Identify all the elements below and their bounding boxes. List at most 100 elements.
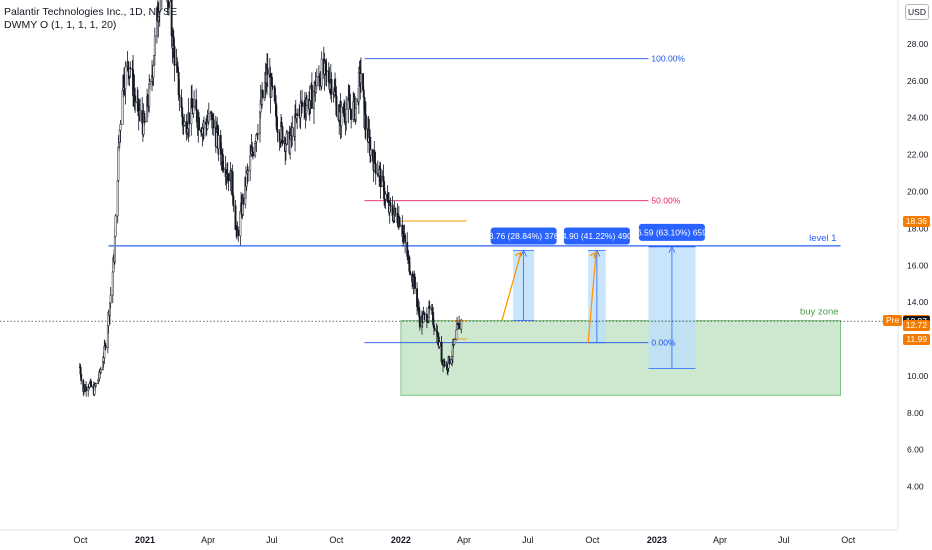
candle-body — [119, 124, 122, 131]
candle-body — [144, 121, 146, 123]
candle-body — [158, 0, 161, 13]
candle-body — [414, 276, 416, 289]
candle-body — [212, 119, 215, 128]
y-tick-label: 26.00 — [907, 76, 929, 86]
candle-body — [320, 58, 323, 87]
y-tick-label: 18.00 — [907, 223, 929, 233]
price-tag: 11.99 — [903, 333, 930, 345]
candle-body — [291, 127, 294, 137]
candle-body — [306, 98, 308, 106]
candle-body — [111, 271, 114, 296]
candle-body — [443, 360, 446, 366]
candle-body — [232, 195, 235, 207]
candle-body — [416, 288, 419, 307]
y-tick-label: 6.00 — [907, 445, 924, 455]
candle-body — [448, 356, 451, 365]
buy-zone — [400, 320, 841, 396]
candle-body — [148, 81, 151, 85]
projection-badge — [563, 227, 630, 245]
fib-0-label: 0.00% — [651, 338, 676, 348]
candle-body — [124, 66, 127, 89]
candle-body — [116, 180, 119, 217]
candle-body — [129, 67, 132, 69]
trend-arrow-head — [514, 251, 523, 259]
y-tick-label: 8.00 — [907, 408, 924, 418]
candle-body — [231, 171, 234, 197]
x-tick-label: Apr — [201, 535, 215, 545]
candle-body — [168, 0, 171, 3]
buy-zone-label: buy zone — [800, 307, 839, 318]
candle-body — [374, 151, 376, 165]
candle-body — [460, 319, 463, 330]
trend-arrow-head — [589, 251, 598, 259]
candle-body — [222, 167, 225, 170]
candle-body — [249, 155, 252, 171]
candle-body — [134, 95, 137, 102]
levels-layer: 100.00% 50.00% 0.00% level 1 — [108, 54, 841, 348]
candle-body — [340, 106, 343, 127]
candle-body — [455, 329, 458, 340]
candle-body — [301, 102, 304, 107]
candle-body — [330, 79, 333, 94]
candle-body — [80, 373, 83, 381]
candle-body — [418, 316, 421, 328]
trend-arrow — [587, 252, 597, 343]
candle-body — [296, 113, 299, 117]
candle-body — [325, 70, 328, 72]
candle-body — [369, 149, 372, 156]
candle-body — [453, 339, 456, 345]
candle-body — [252, 151, 254, 157]
candle-body — [261, 90, 264, 99]
candle-body — [239, 211, 242, 237]
candle-body — [335, 95, 338, 116]
candle-body — [109, 294, 112, 304]
candle-body — [438, 341, 441, 347]
projection-arrow-head — [668, 245, 676, 254]
candle-body — [399, 224, 402, 227]
candle-body — [90, 381, 92, 387]
candle-body — [315, 76, 318, 87]
candle-body — [99, 369, 102, 373]
trend-arrow — [501, 252, 522, 321]
price-axis[interactable]: 4.006.008.0010.0012.0014.0016.0018.0020.… — [907, 39, 929, 492]
indicator-legend[interactable]: DWMY O (1, 1, 1, 1, 20) — [4, 19, 117, 31]
candle-body — [183, 121, 186, 126]
y-tick-label: 4.00 — [907, 482, 924, 492]
candle-body — [423, 313, 426, 315]
x-tick-label: 2022 — [391, 535, 411, 545]
y-tick-label: 10.00 — [907, 371, 929, 381]
currency-label[interactable]: USD — [905, 4, 929, 20]
premarket-chip: Pre — [883, 314, 903, 326]
y-tick-label: 14.00 — [907, 297, 929, 307]
projection-badge-label: 6.59 (63.10%) 659 — [637, 227, 707, 237]
candle-body — [198, 117, 200, 130]
projection-badge — [638, 223, 705, 241]
symbol-title[interactable]: Palantir Technologies Inc., 1D, NYSE — [4, 6, 178, 18]
x-tick-label: Oct — [73, 535, 88, 545]
candle-body — [242, 197, 245, 205]
x-tick-label: Apr — [713, 535, 727, 545]
candle-body — [364, 114, 367, 130]
candle-body — [139, 110, 142, 115]
x-tick-label: Jul — [778, 535, 790, 545]
candle-body — [85, 386, 88, 392]
time-axis[interactable]: Oct 2021 Apr Jul Oct 2022 Apr Jul Oct 2023 Apr Jul O… — [73, 535, 855, 545]
candle-body — [152, 64, 155, 78]
candle-body — [173, 46, 176, 66]
candle-body — [384, 193, 387, 200]
y-tick-label: 22.00 — [907, 150, 929, 160]
candle-body — [114, 215, 117, 237]
candle-body — [237, 230, 240, 237]
projection-arrow-head — [520, 249, 527, 257]
candle-body — [428, 305, 431, 309]
x-tick-label: Jul — [266, 535, 278, 545]
candle-body — [153, 35, 156, 56]
x-tick-label: Oct — [329, 535, 344, 545]
candle-body — [379, 168, 382, 188]
candles-layer — [78, 0, 463, 397]
candle-body — [217, 135, 220, 149]
candle-body — [113, 236, 116, 263]
projection-badge — [490, 227, 557, 245]
candle-body — [256, 132, 259, 136]
